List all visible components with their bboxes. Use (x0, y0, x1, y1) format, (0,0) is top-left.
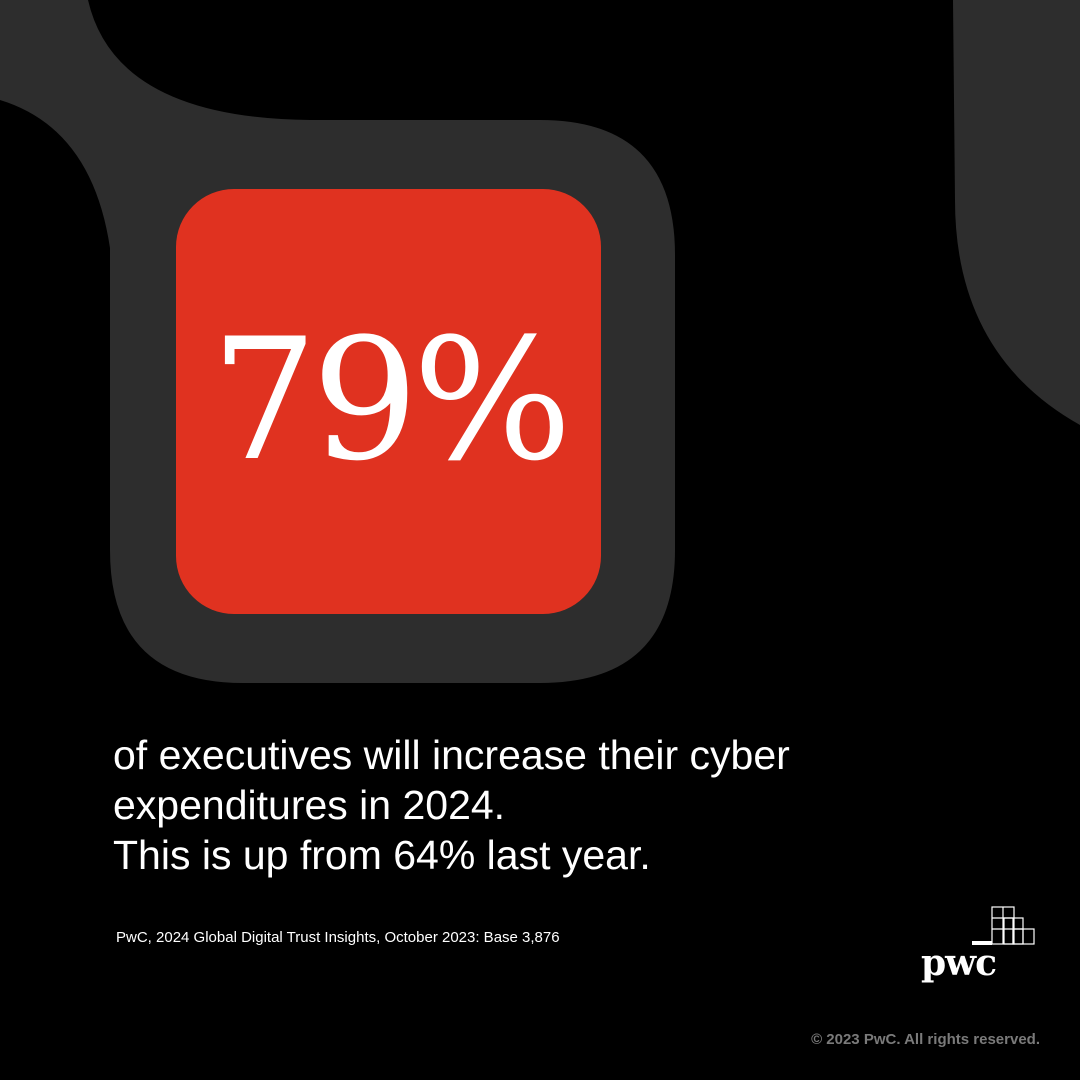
logo-wordmark: pwc (921, 942, 997, 984)
source-note: PwC, 2024 Global Digital Trust Insights,… (116, 929, 560, 946)
headline-text: of executives will increase their cyber … (113, 730, 953, 880)
headline-line-2: expenditures in 2024. (113, 782, 506, 828)
stat-block: 79% (176, 189, 601, 614)
logo-building-icon (972, 906, 1035, 945)
headline-line-3: This is up from 64% last year. (113, 832, 651, 878)
gray-corner-shape (953, 0, 1080, 425)
copyright-notice: © 2023 PwC. All rights reserved. (811, 1031, 1040, 1048)
pwc-logo: pwc (915, 905, 1040, 1000)
headline-line-1: of executives will increase their cyber (113, 732, 790, 778)
red-stat-square (176, 189, 601, 614)
stat-percentage: 79% (210, 301, 572, 498)
